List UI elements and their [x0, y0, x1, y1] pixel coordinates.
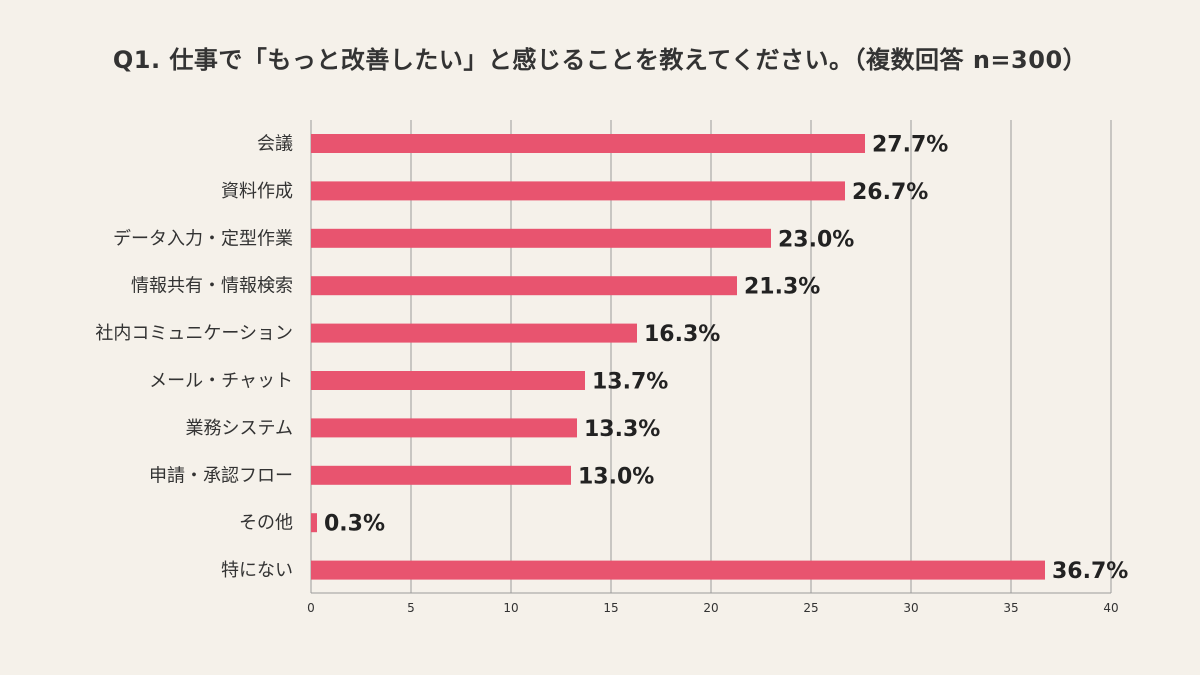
bar-8: [311, 513, 317, 533]
data-label-2: 23.0%: [778, 227, 854, 252]
data-label-3: 21.3%: [744, 275, 820, 300]
bar-7: [311, 465, 571, 485]
data-label-6: 13.3%: [584, 417, 660, 442]
bar-5: [311, 371, 585, 390]
x-tick-label-8: 40: [1103, 601, 1118, 615]
chart-title: Q1. 仕事で「もっと改善したい」と感じることを教えてください。（複数回答 n=…: [112, 46, 1088, 74]
data-label-5: 13.7%: [592, 370, 668, 395]
bar-4: [311, 323, 637, 343]
bar-0: [311, 134, 865, 153]
category-label-2: データ入力・定型作業: [113, 228, 293, 249]
data-label-7: 13.0%: [578, 464, 654, 489]
category-label-4: 社内コミュニケーション: [95, 323, 293, 344]
category-label-9: 特にない: [221, 560, 293, 581]
x-tick-label-6: 30: [903, 601, 918, 615]
x-tick-label-7: 35: [1003, 601, 1018, 615]
data-label-4: 16.3%: [644, 322, 720, 347]
bar-1: [311, 181, 845, 201]
category-label-0: 会議: [257, 134, 293, 155]
category-label-8: その他: [239, 513, 293, 534]
category-label-3: 情報共有・情報検索: [131, 276, 293, 297]
category-label-7: 申請・承認フロー: [149, 465, 293, 486]
x-tick-label-4: 20: [703, 601, 718, 615]
category-label-6: 業務システム: [186, 418, 293, 439]
x-tick-label-3: 15: [603, 601, 618, 615]
bar-2: [311, 228, 771, 248]
bar-9: [311, 560, 1045, 580]
category-label-1: 資料作成: [221, 181, 293, 202]
data-label-1: 26.7%: [852, 180, 928, 205]
x-tick-label-0: 0: [307, 601, 315, 615]
data-label-9: 36.7%: [1052, 559, 1128, 584]
x-tick-label-5: 25: [803, 601, 818, 615]
bar-6: [311, 418, 577, 438]
data-label-8: 0.3%: [324, 512, 385, 537]
category-label-5: メール・チャット: [149, 371, 293, 392]
x-tick-label-2: 10: [503, 601, 518, 615]
bar-3: [311, 276, 737, 296]
data-label-0: 27.7%: [872, 133, 948, 158]
x-tick-label-1: 5: [407, 601, 415, 615]
